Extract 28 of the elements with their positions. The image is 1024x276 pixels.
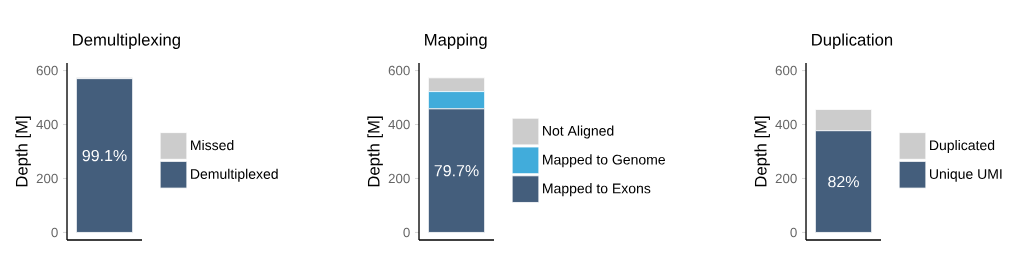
legend-label: Unique UMI xyxy=(929,168,1002,182)
y-tick-label: 400 xyxy=(775,119,797,130)
annotation: 99.1% xyxy=(82,149,127,162)
y-axis-title: Depth [M] xyxy=(754,116,770,187)
y-tick-label: 600 xyxy=(388,65,410,76)
annotation: 82% xyxy=(828,175,859,188)
y-tick-label: 400 xyxy=(36,119,58,130)
y-tick-label: 200 xyxy=(388,173,410,184)
legend-label: Not Aligned xyxy=(543,125,614,139)
legend-label: Missed xyxy=(191,139,234,151)
y-tick-label: 600 xyxy=(36,65,58,76)
y-tick-label: 400 xyxy=(388,119,410,130)
legend-label: Mapped to Genome xyxy=(543,154,665,168)
y-axis-title: Depth [M] xyxy=(15,116,31,187)
annotation: 79.7% xyxy=(434,165,479,177)
chart-title: Duplication xyxy=(812,33,893,49)
y-tick-label: 0 xyxy=(403,227,410,238)
chart-title: Mapping xyxy=(425,33,487,49)
legend-label: Duplicated xyxy=(930,139,995,153)
legend-label: Demultiplexed xyxy=(191,168,278,182)
y-tick-label: 0 xyxy=(790,227,797,238)
y-tick-label: 0 xyxy=(51,227,58,238)
y-tick-label: 200 xyxy=(36,173,58,184)
y-axis-title: Depth [M] xyxy=(367,116,383,187)
y-tick-label: 200 xyxy=(775,173,797,184)
y-tick-label: 600 xyxy=(775,65,797,76)
chart-title: Demultiplexing xyxy=(73,33,180,49)
legend-label: Mapped to Exons xyxy=(543,183,651,197)
